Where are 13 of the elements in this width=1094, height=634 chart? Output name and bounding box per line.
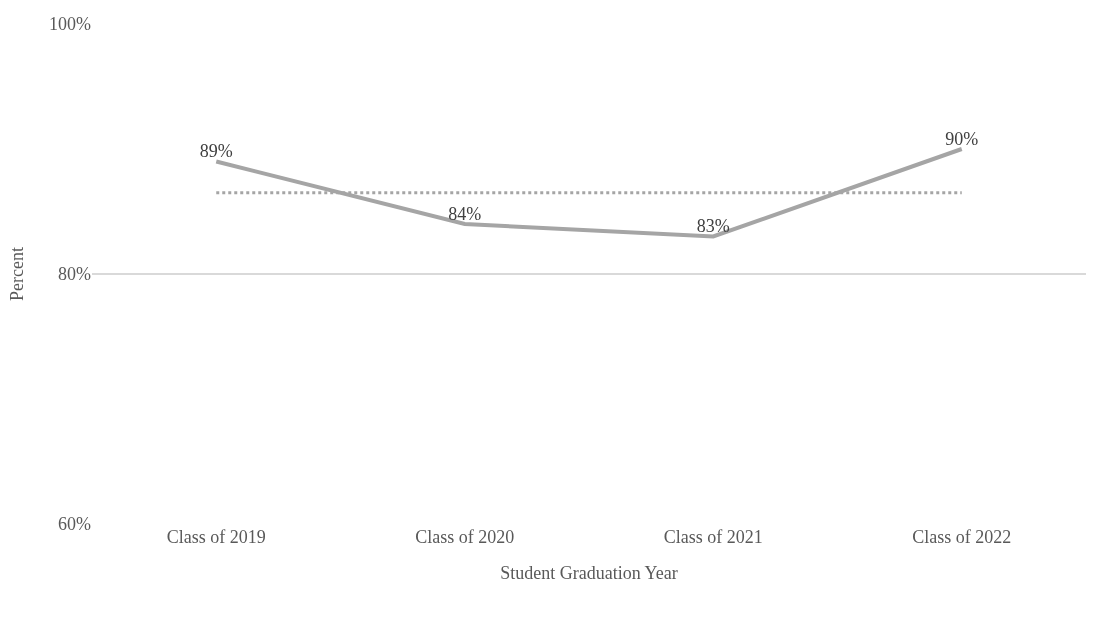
y-tick-label: 80% bbox=[58, 264, 91, 285]
data-label: 84% bbox=[448, 203, 482, 224]
data-label: 89% bbox=[199, 141, 233, 161]
y-tick-label: 60% bbox=[58, 514, 91, 535]
x-tick-label: Class of 2019 bbox=[166, 527, 266, 547]
x-tick-label: Class of 2021 bbox=[663, 527, 763, 547]
y-tick-label: 100% bbox=[49, 14, 91, 35]
data-label: 83% bbox=[696, 216, 730, 236]
x-tick-label: Class of 2020 bbox=[415, 527, 515, 547]
data-label: 90% bbox=[945, 128, 979, 149]
y-axis-title: Percent bbox=[7, 247, 28, 301]
x-tick-label: Class of 2022 bbox=[912, 527, 1012, 547]
x-axis-title: Student Graduation Year bbox=[500, 563, 678, 584]
